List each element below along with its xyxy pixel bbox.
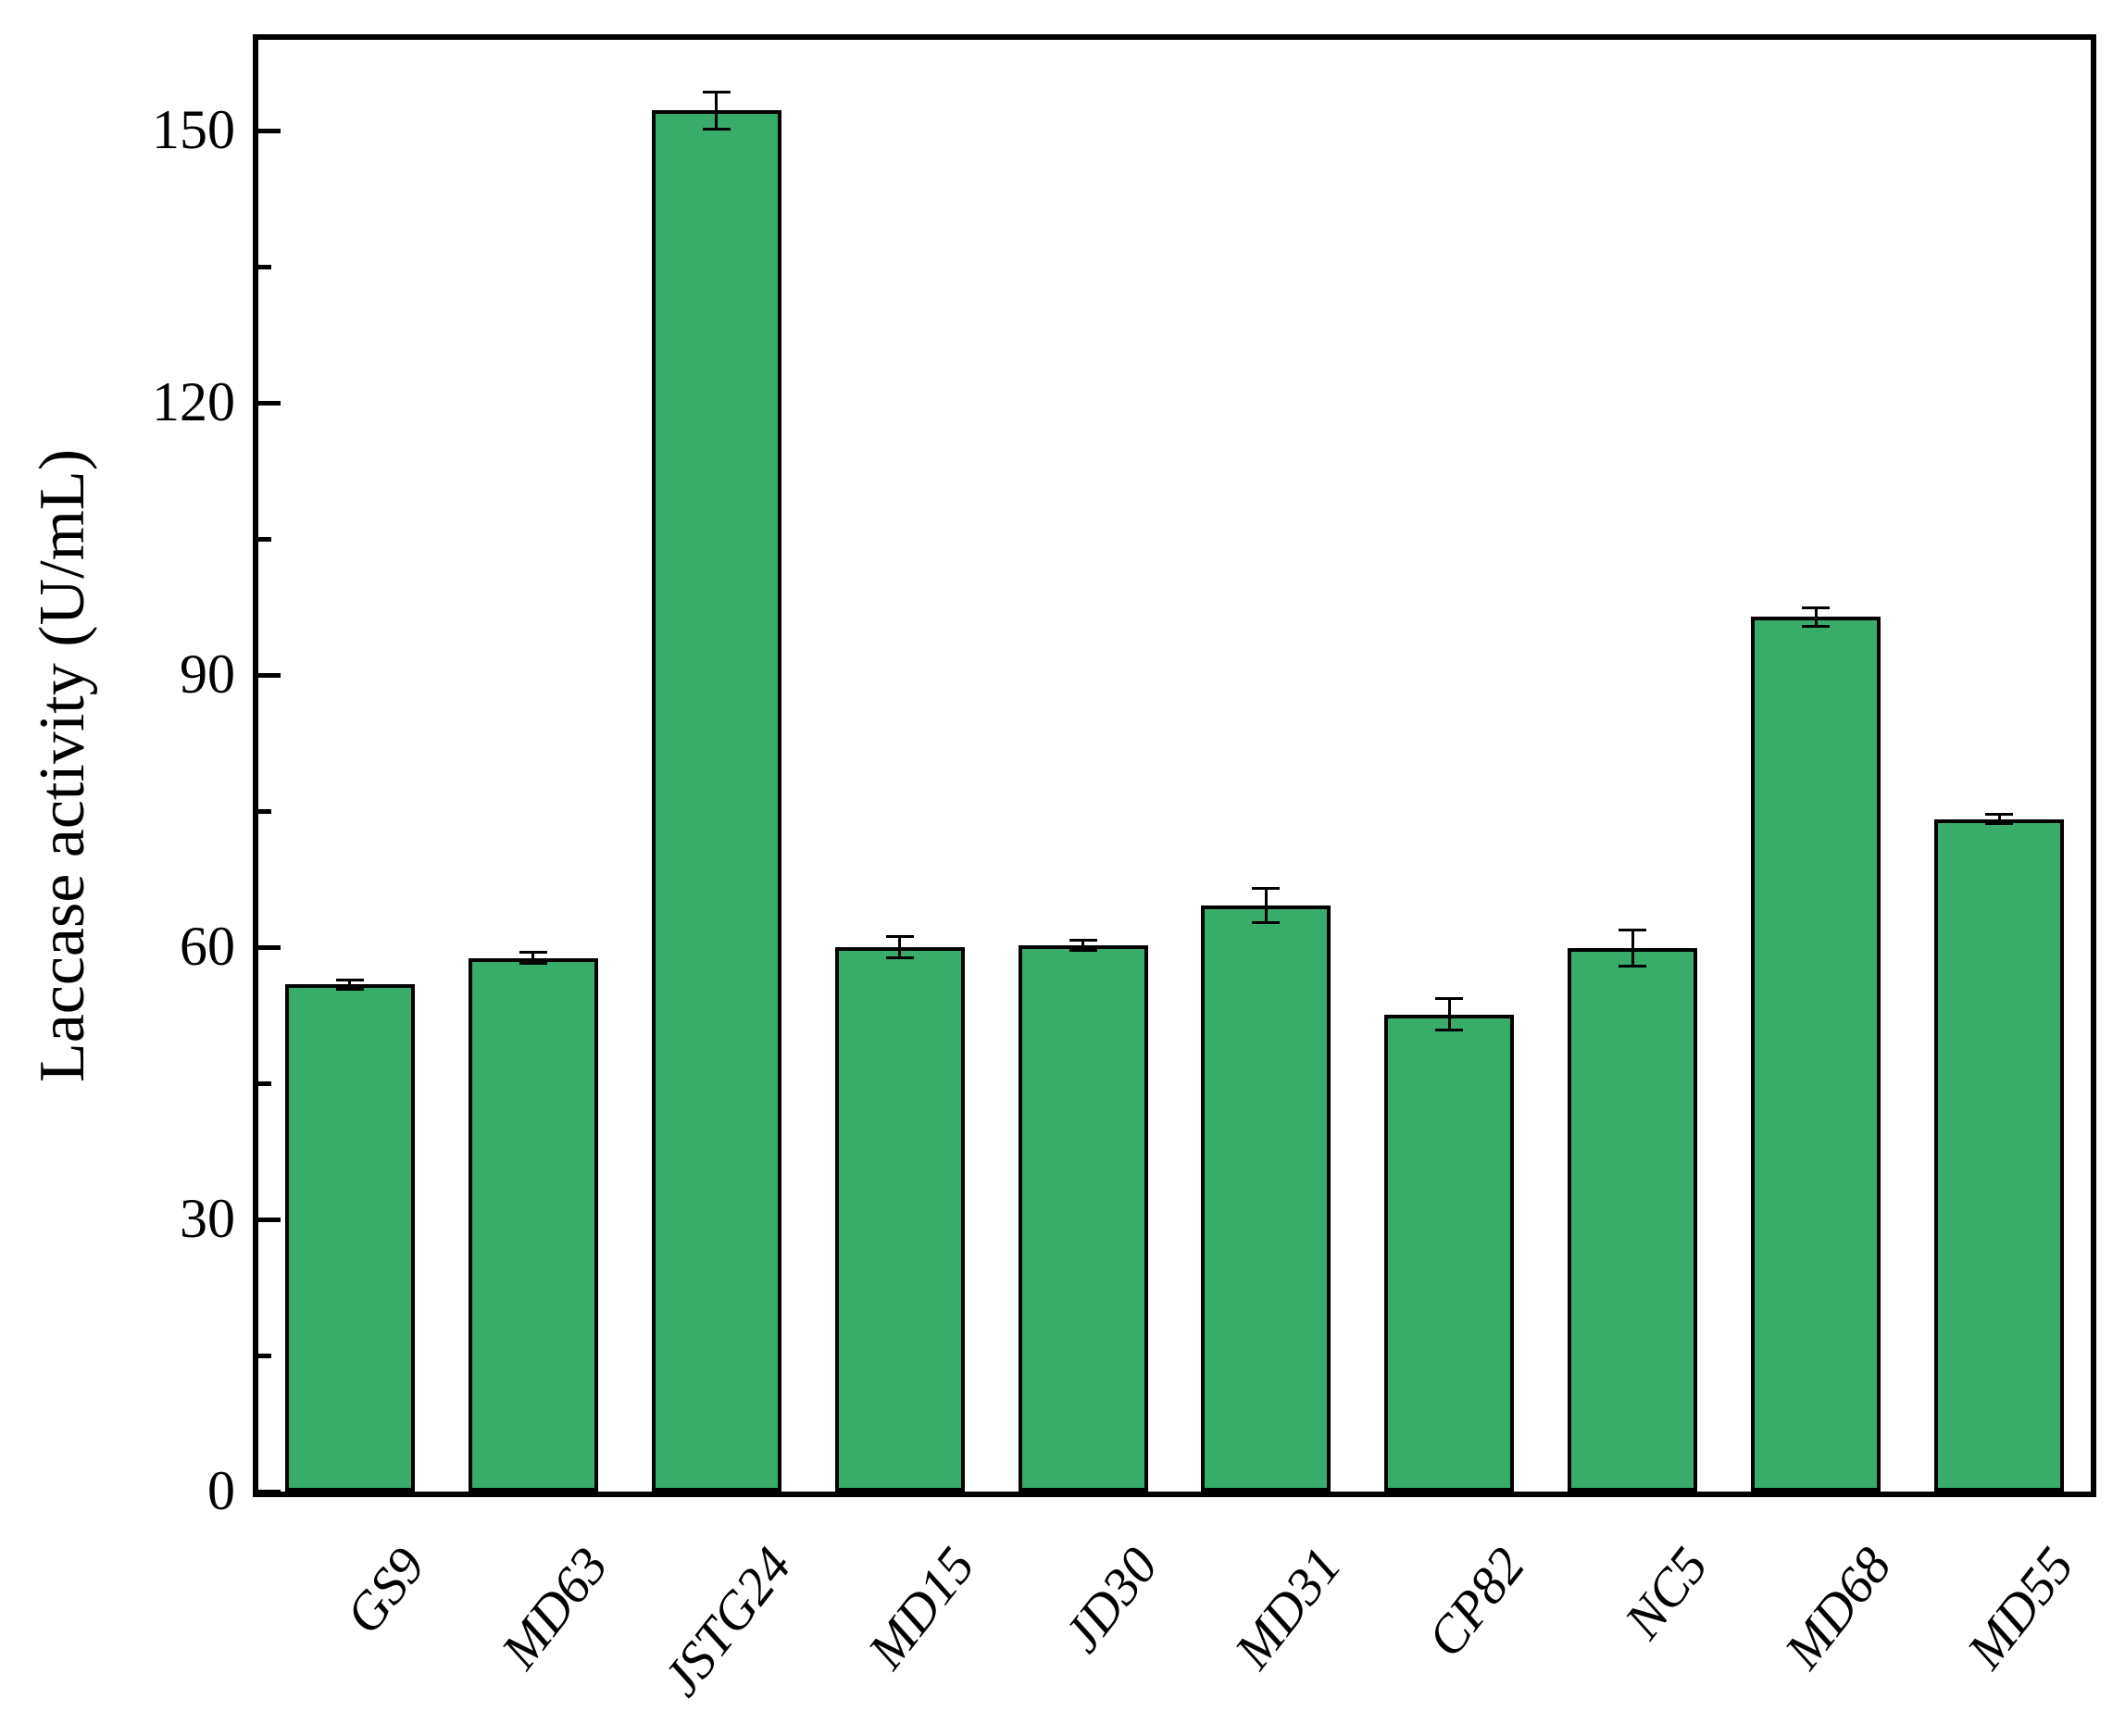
error-bar-cap <box>1069 938 1097 942</box>
x-category-label: MD55 <box>1956 1537 2086 1680</box>
error-bar-cap <box>519 951 547 955</box>
error-bar <box>1997 814 2001 824</box>
y-tick-label: 60 <box>180 915 235 977</box>
y-axis-major-tick <box>258 128 281 133</box>
error-bar <box>1447 998 1451 1030</box>
error-bar-cap <box>1985 813 2014 817</box>
error-bar-cap <box>1619 928 1647 931</box>
error-bar-cap <box>1619 965 1647 968</box>
error-bar-cap <box>519 962 547 966</box>
y-axis-minor-tick <box>258 264 271 269</box>
y-axis-major-tick <box>258 672 281 678</box>
y-axis-minor-tick <box>258 536 271 542</box>
error-bar-cap <box>335 987 364 991</box>
x-category-label: MD68 <box>1773 1537 1903 1680</box>
bar <box>1751 617 1881 1492</box>
bar <box>1018 945 1148 1492</box>
error-bar-cap <box>885 956 914 960</box>
x-category-label: MD15 <box>856 1537 986 1680</box>
error-bar <box>1814 607 1818 627</box>
error-bar <box>348 980 352 990</box>
y-axis-minor-tick <box>258 1353 271 1358</box>
error-bar-cap <box>1069 949 1097 953</box>
error-bar-cap <box>1435 997 1464 1001</box>
bar <box>651 110 781 1492</box>
x-category-label: JSTG24 <box>652 1537 804 1707</box>
x-category-label: MD63 <box>490 1537 620 1680</box>
error-bar-cap <box>702 91 731 94</box>
bar <box>1201 905 1331 1492</box>
y-axis-title: Laccase activity (U/mL) <box>27 448 98 1083</box>
x-category-label: CP82 <box>1416 1537 1536 1668</box>
y-tick-label: 120 <box>152 370 235 432</box>
bar <box>1568 947 1698 1492</box>
error-bar <box>531 952 535 964</box>
y-tick-label: 30 <box>180 1187 235 1249</box>
plot-area <box>258 40 2091 1494</box>
error-bar-cap <box>1985 822 2014 826</box>
bar <box>1384 1014 1515 1492</box>
error-bar-cap <box>1252 921 1281 925</box>
error-bar <box>1081 940 1085 951</box>
error-bar-cap <box>1435 1028 1464 1031</box>
error-bar-cap <box>1802 624 1831 628</box>
y-axis-major-tick <box>258 944 281 950</box>
y-axis-minor-tick <box>258 1080 271 1086</box>
error-bar <box>1264 888 1268 923</box>
x-category-label: JD30 <box>1053 1537 1169 1664</box>
y-tick-label: 90 <box>180 643 235 705</box>
y-axis-major-tick <box>258 1217 281 1222</box>
bar <box>1934 818 2065 1492</box>
error-bar-cap <box>1252 886 1281 890</box>
error-bar-cap <box>885 934 914 938</box>
x-category-label: NC5 <box>1613 1537 1719 1650</box>
x-category-label: MD31 <box>1223 1537 1353 1680</box>
y-axis-minor-tick <box>258 808 271 814</box>
error-bar-cap <box>702 127 731 131</box>
x-category-label: GS9 <box>334 1537 437 1645</box>
plot-frame <box>253 34 2096 1497</box>
y-tick-label: 0 <box>207 1459 235 1521</box>
bar <box>284 984 415 1492</box>
error-bar-cap <box>1802 606 1831 609</box>
y-tick-label: 150 <box>152 98 235 160</box>
error-bar <box>715 92 719 130</box>
y-axis-major-tick <box>258 1489 281 1494</box>
bar <box>834 947 965 1492</box>
error-bar <box>898 936 902 958</box>
error-bar <box>1631 930 1634 967</box>
bar <box>468 957 598 1492</box>
error-bar-cap <box>335 978 364 981</box>
y-axis-major-tick <box>258 400 281 406</box>
